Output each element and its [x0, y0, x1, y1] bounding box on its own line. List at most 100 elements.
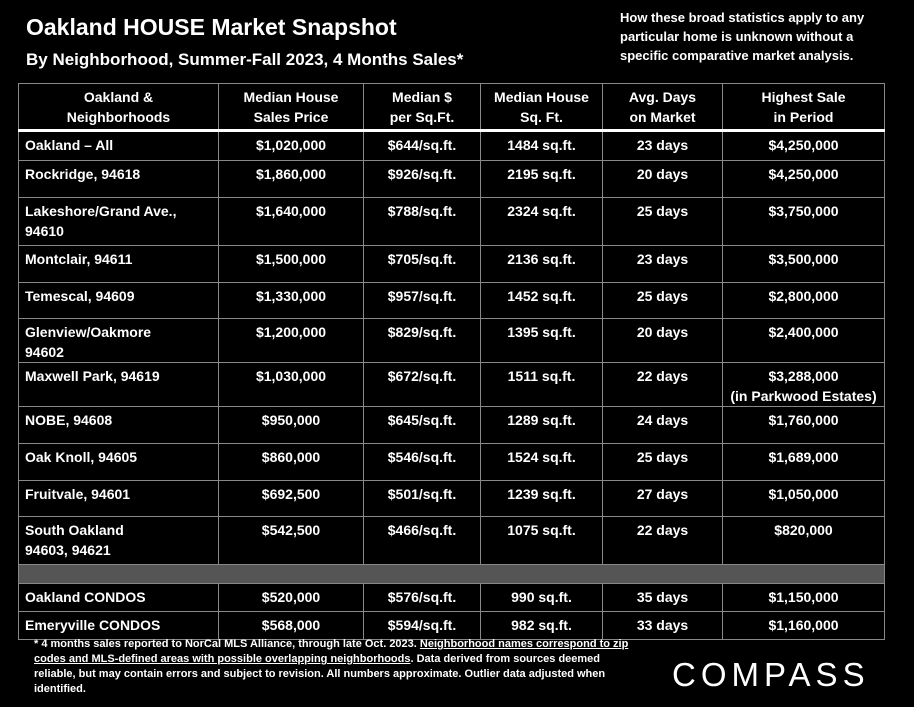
cell-line: 94603, 94621 — [25, 542, 111, 558]
cell-text: 1075 sq.ft. — [507, 522, 576, 538]
table-cell: $950,000 — [218, 406, 364, 444]
table-cell: $788/sq.ft. — [363, 197, 481, 246]
cell-line: Oak Knoll, 94605 — [25, 449, 138, 465]
table-cell: 20 days — [602, 160, 723, 198]
cell-text: 25 days — [636, 203, 689, 219]
header-line: Median $ — [392, 89, 452, 105]
table-row: Oakland – All $1,020,000 $644/sq.ft. 1484 s… — [18, 130, 885, 161]
header-line: Oakland & — [83, 89, 154, 105]
cell-line: Temescal, 94609 — [25, 288, 135, 304]
header-line: on Market — [629, 109, 696, 125]
cell-text: $501/sq.ft. — [387, 486, 457, 502]
table-cell: $576/sq.ft. — [363, 583, 481, 612]
cell-text: $1,020,000 — [255, 137, 327, 153]
cell-text: $520,000 — [261, 589, 321, 605]
table-cell: $860,000 — [218, 443, 364, 481]
cell-line: $3,288,000 — [768, 368, 839, 384]
cell-text: 1289 sq.ft. — [507, 412, 576, 428]
table-cell: 982 sq.ft. — [480, 611, 603, 640]
table-cell: $1,030,000 — [218, 362, 364, 407]
table-cell: 990 sq.ft. — [480, 583, 603, 612]
table-cell: $594/sq.ft. — [363, 611, 481, 640]
cell-text: 25 days — [636, 288, 689, 304]
table-row: South Oakland 94603, 94621 $542,500 $466/sq… — [18, 516, 885, 565]
cell-text: $546/sq.ft. — [387, 449, 457, 465]
cell-text: 20 days — [636, 166, 689, 182]
cell-line: $1,160,000 — [768, 617, 839, 633]
separator — [18, 564, 885, 584]
footnote: * 4 months sales reported to NorCal MLS … — [34, 637, 630, 697]
table-cell: $3,500,000 — [722, 245, 885, 283]
cell-line: Oakland CONDOS — [25, 589, 146, 605]
cell-line: Lakeshore/Grand Ave., — [25, 203, 177, 219]
cell-line: $820,000 — [774, 522, 833, 538]
cell-text: 23 days — [636, 137, 689, 153]
separator-row — [18, 564, 885, 584]
table-cell: 22 days — [602, 516, 723, 565]
table-row: Temescal, 94609 $1,330,000 $957/sq.ft. 1452… — [18, 282, 885, 319]
table-cell: 23 days — [602, 245, 723, 283]
cell-text: 23 days — [636, 251, 689, 267]
cell-line: NOBE, 94608 — [25, 412, 113, 428]
cell-text: $692,500 — [261, 486, 321, 502]
cell-line: (in Parkwood Estates) — [730, 388, 877, 404]
cell-line: $4,250,000 — [768, 166, 839, 182]
table-cell: $1,500,000 — [218, 245, 364, 283]
cell-text: 22 days — [636, 522, 689, 538]
cell-text: $1,640,000 — [255, 203, 327, 219]
cell-line: $1,050,000 — [768, 486, 839, 502]
cell-text: 1484 sq.ft. — [507, 137, 576, 153]
cell-text: $829/sq.ft. — [387, 324, 457, 340]
cell-line: $1,689,000 — [768, 449, 839, 465]
footnote-text: . Data derived from sources deemed relia… — [34, 653, 606, 695]
table-cell: $1,160,000 — [722, 611, 885, 640]
cell-text: $576/sq.ft. — [387, 589, 457, 605]
cell-text: 33 days — [636, 617, 689, 633]
table-cell: 1484 sq.ft. — [480, 130, 603, 161]
table-row: Montclair, 94611 $1,500,000 $705/sq.ft. 213… — [18, 245, 885, 283]
cell-text: 24 days — [636, 412, 689, 428]
cell-text: $568,000 — [261, 617, 321, 633]
table-cell: $829/sq.ft. — [363, 318, 481, 363]
cell-line: Fruitvale, 94601 — [25, 486, 131, 502]
column-header: Median $ per Sq.Ft. — [363, 83, 481, 132]
cell-text: 990 sq.ft. — [511, 589, 572, 605]
cell-text: 2136 sq.ft. — [507, 251, 576, 267]
table-cell: 35 days — [602, 583, 723, 612]
column-header: Median House Sq. Ft. — [480, 83, 603, 132]
table-cell: $1,150,000 — [722, 583, 885, 612]
table-cell: Glenview/Oakmore 94602 — [18, 318, 219, 363]
cell-text: 982 sq.ft. — [511, 617, 572, 633]
cell-line: 94610 — [25, 223, 64, 239]
header-line: Neighborhoods — [66, 109, 171, 125]
table-cell: $568,000 — [218, 611, 364, 640]
cell-text: 35 days — [636, 589, 689, 605]
cell-line: Maxwell Park, 94619 — [25, 368, 160, 384]
cell-text: $788/sq.ft. — [387, 203, 457, 219]
table-cell: South Oakland 94603, 94621 — [18, 516, 219, 565]
table-cell: $1,050,000 — [722, 480, 885, 517]
table-row: Emeryville CONDOS $568,000 $594/sq.ft. 982 … — [18, 611, 885, 640]
table-row: Oakland CONDOS $520,000 $576/sq.ft. 990 sq.… — [18, 583, 885, 612]
table-cell: 1075 sq.ft. — [480, 516, 603, 565]
cell-text: $542,500 — [261, 522, 321, 538]
cell-line: $4,250,000 — [768, 137, 839, 153]
table-cell: $957/sq.ft. — [363, 282, 481, 319]
table-row: NOBE, 94608 $950,000 $645/sq.ft. 1289 sq.ft… — [18, 406, 885, 444]
cell-line: $3,750,000 — [768, 203, 839, 219]
cell-text: $957/sq.ft. — [387, 288, 457, 304]
cell-line: 94602 — [25, 344, 64, 360]
table-cell: 25 days — [602, 282, 723, 319]
table-cell: $1,200,000 — [218, 318, 364, 363]
table-cell: Montclair, 94611 — [18, 245, 219, 283]
table-cell: $4,250,000 — [722, 130, 885, 161]
cell-line: Rockridge, 94618 — [25, 166, 141, 182]
cell-text: $644/sq.ft. — [387, 137, 457, 153]
table-cell: NOBE, 94608 — [18, 406, 219, 444]
cell-text: $705/sq.ft. — [387, 251, 457, 267]
cell-text: $645/sq.ft. — [387, 412, 457, 428]
table-cell: Oak Knoll, 94605 — [18, 443, 219, 481]
table-cell: $1,020,000 — [218, 130, 364, 161]
cell-line: $3,500,000 — [768, 251, 839, 267]
